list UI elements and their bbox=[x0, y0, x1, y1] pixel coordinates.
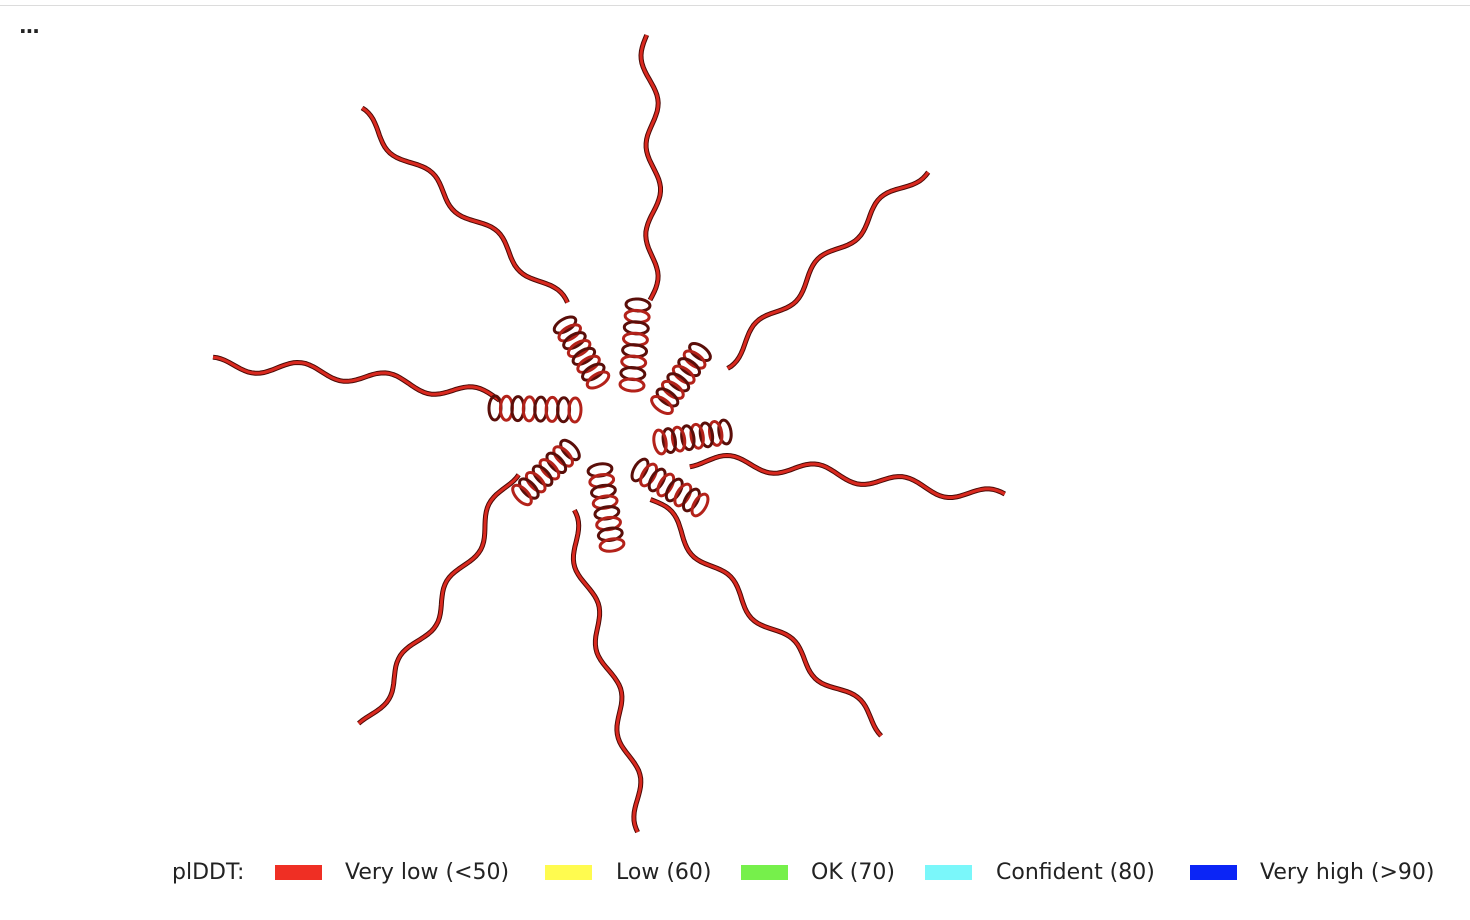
menu-button[interactable]: ... bbox=[19, 14, 40, 38]
helix-turn bbox=[655, 387, 680, 408]
legend-swatch bbox=[741, 865, 788, 880]
helix-turn bbox=[576, 354, 601, 374]
helix-turn bbox=[690, 492, 710, 518]
helix-turn bbox=[670, 425, 687, 453]
legend-swatch bbox=[925, 865, 972, 880]
coil bbox=[649, 498, 883, 737]
helix-turn bbox=[661, 427, 677, 454]
protein-structure bbox=[212, 34, 1006, 834]
helix-turn bbox=[618, 377, 646, 393]
helix-turn bbox=[650, 394, 674, 416]
coil-outline bbox=[360, 105, 570, 304]
top-border bbox=[0, 5, 1470, 6]
helix-turn bbox=[647, 467, 667, 493]
coil-outline bbox=[638, 34, 663, 302]
helix-turn bbox=[652, 428, 668, 456]
helix-turn bbox=[717, 418, 733, 446]
helix-turn bbox=[585, 370, 611, 390]
coil bbox=[689, 454, 1006, 499]
helix-turn bbox=[666, 372, 691, 393]
helix-turn bbox=[545, 451, 568, 475]
helix-turn bbox=[581, 362, 606, 382]
helix-turn bbox=[571, 346, 597, 366]
coil bbox=[357, 473, 520, 725]
helix-turn bbox=[681, 487, 701, 513]
helix-turn bbox=[677, 357, 702, 378]
legend-title: plDDT: bbox=[172, 860, 244, 885]
helix-turn bbox=[689, 422, 705, 450]
helix-turn bbox=[567, 396, 583, 424]
coil-outline bbox=[689, 453, 1006, 500]
legend: plDDT: Very low (<50) Low (60) OK (70) Conf… bbox=[172, 860, 1435, 885]
helix-turn bbox=[698, 421, 715, 449]
helix-turn bbox=[708, 420, 724, 447]
helix-turn bbox=[673, 482, 693, 508]
legend-swatch bbox=[1190, 865, 1237, 880]
helix-turn bbox=[557, 323, 582, 343]
coil-outline bbox=[726, 170, 931, 371]
helix-turn bbox=[598, 537, 626, 553]
legend-label: Very low (<50) bbox=[345, 860, 509, 885]
helix-turn bbox=[680, 424, 696, 452]
coil bbox=[361, 106, 569, 304]
helix-turn bbox=[682, 349, 707, 370]
coil-outline bbox=[649, 497, 883, 738]
helix-turn bbox=[656, 472, 676, 498]
legend-label: Confident (80) bbox=[996, 860, 1155, 885]
coil bbox=[212, 355, 501, 402]
helix-turn bbox=[559, 438, 581, 462]
coil-outline bbox=[570, 509, 644, 834]
helix-turn bbox=[511, 483, 533, 507]
coil bbox=[639, 34, 662, 301]
helix-turn bbox=[639, 462, 659, 488]
helix-turn bbox=[562, 331, 587, 351]
helix-turn bbox=[538, 458, 561, 481]
coil bbox=[726, 171, 930, 370]
helix-turn bbox=[552, 445, 574, 468]
legend-label: Low (60) bbox=[616, 860, 711, 885]
helix-turn bbox=[660, 379, 685, 400]
helix-turn bbox=[531, 464, 554, 487]
helix-turn bbox=[688, 341, 712, 363]
helix-turn bbox=[524, 470, 547, 494]
legend-label: Very high (>90) bbox=[1260, 860, 1435, 885]
coil-outline bbox=[357, 473, 521, 726]
helix-turn bbox=[552, 315, 578, 335]
helix-turn bbox=[630, 457, 650, 483]
legend-label: OK (70) bbox=[811, 860, 895, 885]
helix-turn bbox=[671, 364, 696, 385]
legend-swatch bbox=[545, 865, 592, 880]
helix-turn bbox=[518, 477, 540, 500]
helix-turn bbox=[664, 477, 684, 503]
coil bbox=[571, 509, 643, 833]
helix-turn bbox=[566, 339, 592, 359]
legend-swatch bbox=[275, 865, 322, 880]
